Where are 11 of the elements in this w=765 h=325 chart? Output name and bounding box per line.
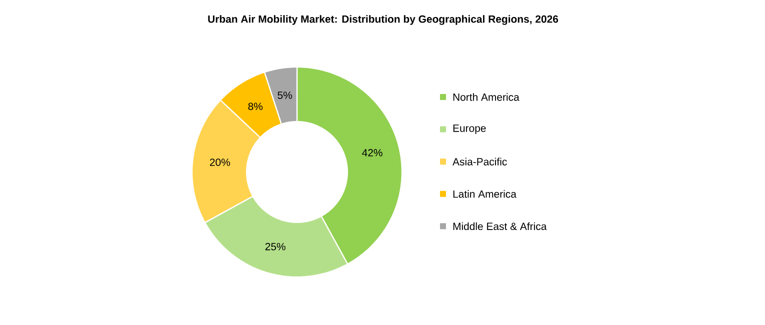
legend-label: Asia-Pacific	[452, 158, 507, 166]
legend-label: Middle East & Africa	[453, 222, 547, 230]
data-label: 5%	[278, 92, 292, 99]
chart-title: Urban Air Mobility Market: Distribution by Geographical Regions, 2026	[208, 15, 558, 25]
data-label: 25%	[265, 242, 286, 250]
data-label: 8%	[248, 102, 263, 110]
data-label: 20%	[210, 158, 230, 166]
data-label: 42%	[362, 149, 382, 156]
legend-label: Europe	[453, 124, 486, 134]
legend-label: Latin America	[453, 190, 516, 198]
legend-label: North America	[453, 93, 520, 101]
